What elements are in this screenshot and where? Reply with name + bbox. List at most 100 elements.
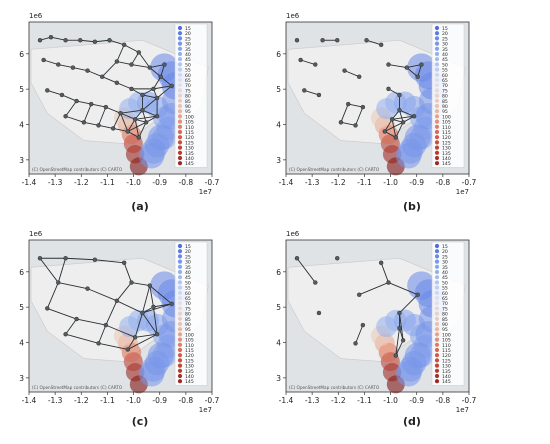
legend-swatch [434,124,440,129]
network-node [121,260,127,265]
network-node [335,256,340,261]
legend-swatch [434,358,440,363]
y-tick-label: 5 [276,85,281,94]
x-tick-label: -0.9 [152,396,167,405]
legend-label: 75 [442,306,448,312]
legend-swatch [177,275,183,280]
network-node [393,135,398,140]
y-tick-label: 4 [19,121,24,130]
network-node [143,120,149,125]
legend-swatch [434,88,440,93]
network-node [63,38,68,43]
legend-label: 25 [442,36,448,42]
legend-swatch [434,306,440,311]
network-node [140,310,145,316]
hurricane-circle [407,53,436,82]
network-edge [127,119,136,132]
y-tick-label: 6 [19,50,24,59]
legend-label: 140 [185,374,194,380]
network-node [382,129,388,134]
y-exponent: 1e6 [29,230,43,238]
network-node [415,74,420,79]
plot-frame [28,21,213,175]
legend-swatch [434,41,440,46]
legend-label: 70 [185,83,191,89]
network-node [132,117,138,122]
legend-swatch [177,140,183,145]
map-credit: (C) OpenStreetMap contributors (C) CARTO [32,385,123,390]
network-edge [348,103,363,108]
network-edge [138,122,147,138]
legend-label: 60 [185,73,191,79]
map-panel: (C) OpenStreetMap contributors (C) CARTO… [276,12,476,196]
legend-swatch [434,135,440,140]
legend-swatch [434,25,440,31]
x-tick-label: -0.7 [205,178,220,187]
legend-label: 105 [442,338,451,344]
network-edge [58,282,88,290]
network-node [99,74,105,79]
panel-label: (d) [403,415,421,428]
legend-label: 40 [185,270,191,276]
network-node [45,306,50,311]
network-edge [156,85,173,99]
legend: 1520253035404550556065707580859095100105… [431,23,465,168]
legend-label: 80 [185,312,191,318]
network-node [389,117,395,122]
legend-swatch [177,145,183,150]
network-edge [120,109,143,114]
legend-label: 120 [442,135,451,141]
legend-swatch [434,67,440,72]
x-tick-label: -0.9 [409,178,424,187]
x-tick-label: -0.8 [436,396,451,405]
network-edge [340,103,349,123]
network-edge [94,39,110,43]
legend-swatch [177,83,183,88]
x-tick-label: -1.4 [279,178,294,187]
network-node [136,135,142,140]
network-edge [87,288,118,302]
x-tick-label: -1.2 [331,396,346,405]
network-node [397,92,402,98]
legend-swatch [177,249,183,254]
legend: 1520253035404550556065707580859095100105… [431,241,465,386]
x-tick-label: -1.2 [74,178,89,187]
network-edge [91,103,106,108]
network-edge [296,257,316,283]
legend-label: 105 [185,338,194,344]
network-edge [123,44,140,53]
network-node [78,38,83,43]
network-edge [340,121,356,126]
y-exponent: 1e6 [29,12,43,20]
legend-swatch [177,62,183,67]
network-edge [76,318,106,326]
legend-label: 15 [442,26,448,32]
panel-label: (b) [403,200,421,213]
network-edge [98,342,128,350]
network-node [114,59,120,64]
network-edge [98,124,114,129]
legend-label: 45 [442,275,448,281]
legend-label: 75 [185,306,191,312]
network-edge [47,307,77,320]
x-tick-label: -0.9 [152,178,167,187]
network-edge [61,94,77,102]
legend-swatch [177,327,183,332]
network-edge [116,61,132,66]
legend-label: 30 [442,260,448,266]
y-tick-label: 3 [276,156,281,165]
legend-swatch [177,285,183,290]
x-tick-label: -1.4 [22,396,37,405]
legend-swatch [434,51,440,57]
x-exponent: 1e7 [199,406,212,414]
legend-swatch [434,109,440,114]
legend-label: 55 [185,286,191,292]
legend-swatch [434,347,440,353]
legend-label: 65 [185,296,191,302]
network-node [103,322,109,328]
network-node [92,39,98,44]
legend-label: 60 [185,291,191,297]
legend-label: 30 [185,260,191,266]
network [37,256,174,352]
hurricane-circle [404,124,431,151]
